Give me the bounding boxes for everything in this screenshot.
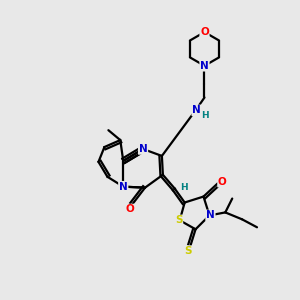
Text: N: N <box>119 182 128 192</box>
Text: H: H <box>180 183 188 192</box>
Text: S: S <box>184 246 191 256</box>
Text: O: O <box>126 204 135 214</box>
Text: N: N <box>200 61 209 71</box>
Text: O: O <box>200 27 209 37</box>
Text: N: N <box>206 210 215 220</box>
Text: N: N <box>139 144 147 154</box>
Text: N: N <box>192 105 201 116</box>
Text: O: O <box>218 177 227 187</box>
Text: S: S <box>175 215 182 225</box>
Text: H: H <box>201 111 208 120</box>
